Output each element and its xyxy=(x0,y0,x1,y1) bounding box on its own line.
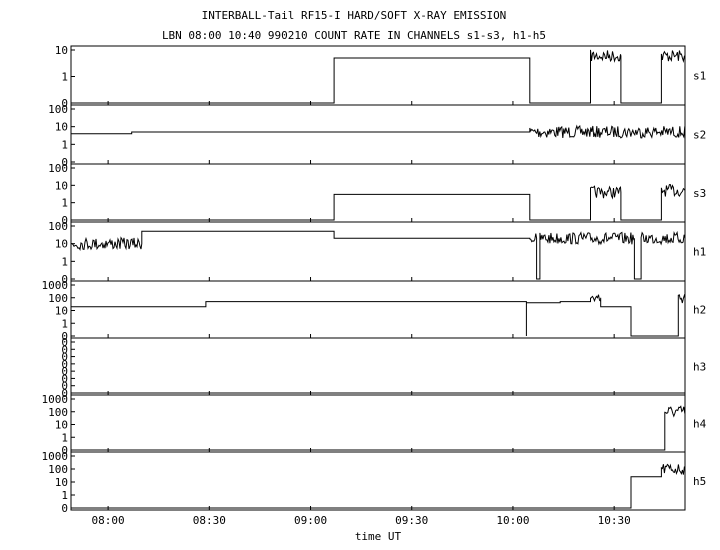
trace-s3 xyxy=(71,184,686,221)
y-tick-label: 100 xyxy=(48,103,68,116)
x-tick-label: 10:30 xyxy=(598,514,631,527)
y-tick-label: 1 xyxy=(61,489,68,502)
y-tick-label: 0 xyxy=(61,365,68,378)
y-tick-label: 10 xyxy=(55,419,68,432)
panel-frame-s2 xyxy=(70,104,686,165)
y-tick-label: 10 xyxy=(55,44,68,57)
channel-label: h4 xyxy=(693,418,707,431)
x-tick-label: 09:00 xyxy=(294,514,327,527)
y-tick-label: 1000 xyxy=(42,279,69,292)
x-axis-label: time UT xyxy=(355,530,402,543)
channel-label: s1 xyxy=(693,70,706,83)
y-tick-label: 0 xyxy=(61,502,68,515)
y-tick-label: 100 xyxy=(48,406,68,419)
channel-label: s3 xyxy=(693,187,706,200)
channel-label: h2 xyxy=(693,304,706,317)
y-tick-label: 100 xyxy=(48,292,68,305)
y-tick-label: 1 xyxy=(61,317,68,330)
y-tick-label: 1 xyxy=(61,71,68,84)
y-tick-label: 10 xyxy=(55,121,68,134)
chart-subtitle: LBN 08:00 10:40 990210 COUNT RATE IN CHA… xyxy=(162,29,546,42)
y-tick-label: 100 xyxy=(48,220,68,233)
panel-frame-h2 xyxy=(70,280,686,339)
channel-label: h1 xyxy=(693,246,706,259)
y-tick-label: 10 xyxy=(55,179,68,192)
y-tick-label: 0 xyxy=(61,330,68,343)
y-tick-label: 10 xyxy=(55,238,68,251)
panel-frame-h5 xyxy=(70,451,686,511)
y-tick-label: 0 xyxy=(61,444,68,457)
x-axis: 08:00 08:30 09:00 09:30 10:00 10:30 xyxy=(92,514,631,527)
panel-frame-s3 xyxy=(70,163,686,223)
y-tick-label: 0 xyxy=(61,380,68,393)
channel-label: h5 xyxy=(693,475,706,488)
y-tick-label: 0 xyxy=(61,358,68,371)
y-tick-label: 0 xyxy=(61,97,68,110)
y-tick-label: 1 xyxy=(61,255,68,268)
y-tick-label: 0 xyxy=(61,336,68,349)
x-tick-label: 10:00 xyxy=(496,514,529,527)
trace-h2 xyxy=(71,293,686,337)
trace-h1 xyxy=(70,230,686,280)
y-tick-label: 1000 xyxy=(42,450,69,463)
x-tick-label: 09:30 xyxy=(395,514,428,527)
panel-frame-h3 xyxy=(70,337,686,396)
y-tick-label: 100 xyxy=(48,162,68,175)
panel-frame-s1 xyxy=(70,45,686,106)
trace-h4 xyxy=(71,405,686,451)
chart-title: INTERBALL-Tail RF15-I HARD/SOFT X-RAY EM… xyxy=(202,9,507,22)
x-tick-label: 08:00 xyxy=(92,514,125,527)
y-tick-label: 10 xyxy=(55,476,68,489)
y-tick-label: 1000 xyxy=(42,393,69,406)
y-tick-label: 100 xyxy=(48,463,68,476)
y-tick-label: 0 xyxy=(61,372,68,385)
trace-h5 xyxy=(71,463,686,509)
y-tick-label: 0 xyxy=(61,273,68,286)
channel-label: h3 xyxy=(693,361,706,374)
y-tick-label: 0 xyxy=(61,156,68,169)
y-tick-label: 1 xyxy=(61,138,68,151)
panel-frame-h4 xyxy=(70,394,686,453)
trace-s1 xyxy=(71,49,686,104)
y-tick-label: 1 xyxy=(61,197,68,210)
y-tick-label: 0 xyxy=(61,214,68,227)
y-tick-label: 1 xyxy=(61,431,68,444)
panels-group: 1010s11001010s21001010s31001010h11000100… xyxy=(42,44,707,515)
y-tick-label: 0 xyxy=(61,351,68,364)
x-tick-label: 08:30 xyxy=(193,514,226,527)
trace-s2 xyxy=(71,124,686,139)
channel-label: s2 xyxy=(693,129,706,142)
y-tick-label: 0 xyxy=(61,343,68,356)
y-tick-label: 0 xyxy=(61,387,68,400)
y-tick-label: 10 xyxy=(55,305,68,318)
